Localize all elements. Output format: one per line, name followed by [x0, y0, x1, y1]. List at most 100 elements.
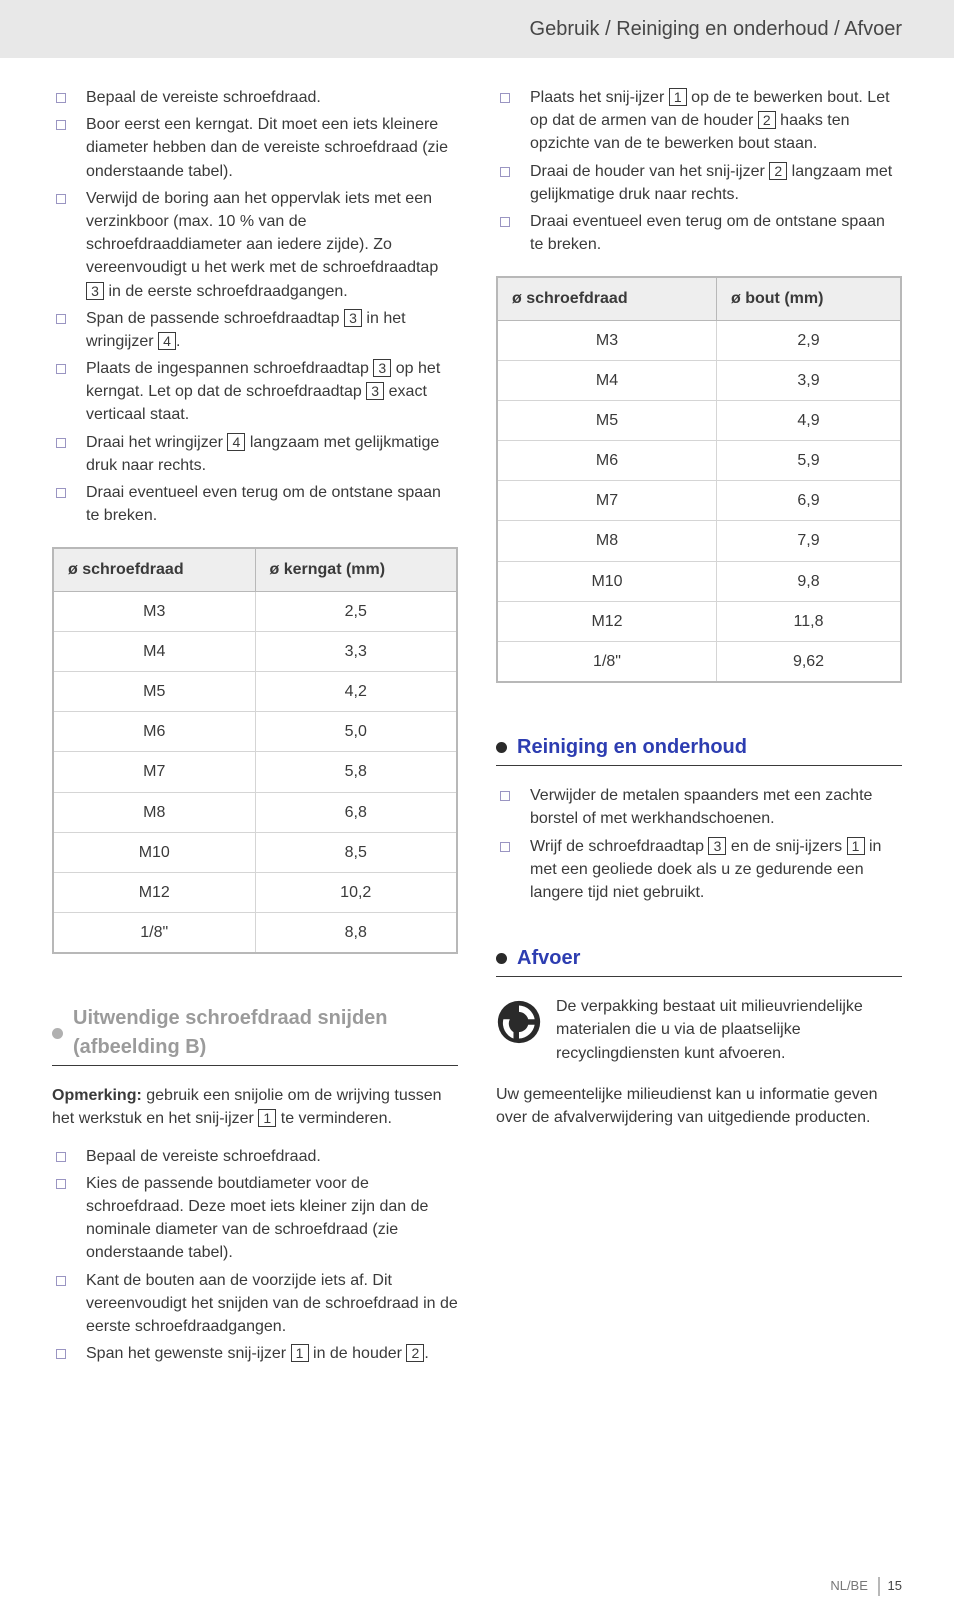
table-cell: M6	[497, 441, 717, 481]
table-cell: 6,8	[255, 792, 457, 832]
text: .	[424, 1345, 428, 1362]
note-paragraph: Opmerking: gebruik een snijolie om de wr…	[52, 1084, 458, 1130]
instruction-list-left-2: Bepaal de vereiste schroefdraad. Kies de…	[52, 1145, 458, 1366]
list-item: Bepaal de vereiste schroefdraad.	[52, 86, 458, 109]
table-cell: 9,62	[717, 642, 901, 683]
ref-1: 1	[258, 1109, 276, 1127]
text: Draai eventueel even terug om de ontstan…	[86, 484, 441, 524]
afvoer-paragraph: Uw gemeentelijke milieudienst kan u info…	[496, 1083, 902, 1129]
table-row: M87,9	[497, 521, 901, 561]
text: Verwijder de metalen spaanders met een z…	[530, 787, 872, 827]
instruction-list-left-1: Bepaal de vereiste schroefdraad. Boor ee…	[52, 86, 458, 527]
list-item: Wrijf de schroefdraadtap 3 en de snij-ij…	[496, 835, 902, 905]
table-cell: M3	[497, 320, 717, 360]
ref-1: 1	[669, 88, 687, 106]
table-cell: 4,9	[717, 400, 901, 440]
header-text: Gebruik / Reiniging en onderhoud / Afvoe…	[530, 15, 902, 44]
table-header: ø kerngat (mm)	[255, 548, 457, 591]
table-row: 1/8"9,62	[497, 642, 901, 683]
text: Kies de passende boutdiameter voor de sc…	[86, 1175, 428, 1262]
ref-3: 3	[366, 382, 384, 400]
table-cell: M4	[497, 360, 717, 400]
table-row: M65,0	[53, 712, 457, 752]
list-item: Draai eventueel even terug om de ontstan…	[496, 210, 902, 256]
list-item: Verwijder de metalen spaanders met een z…	[496, 784, 902, 830]
table-row: M86,8	[53, 792, 457, 832]
table-cell: M12	[497, 601, 717, 641]
table-cell: 5,0	[255, 712, 457, 752]
text: Span het gewenste snij-ijzer	[86, 1345, 291, 1362]
list-item: Span het gewenste snij-ijzer 1 in de hou…	[52, 1342, 458, 1365]
page-footer: NL/BE 15	[830, 1577, 902, 1596]
list-item: Plaats de ingespannen schroefdraadtap 3 …	[52, 357, 458, 427]
section-reiniging: Reiniging en onderhoud	[496, 733, 902, 766]
ref-4: 4	[158, 332, 176, 350]
table-header: ø schroefdraad	[497, 277, 717, 320]
section-title: Uitwendige schroefdraad snijden (afbeeld…	[73, 1004, 458, 1062]
table-cell: 5,9	[717, 441, 901, 481]
text: Span de passende schroefdraadtap	[86, 310, 344, 327]
table-cell: M7	[53, 752, 255, 792]
table-row: M54,9	[497, 400, 901, 440]
table-cell: M4	[53, 631, 255, 671]
recycle-icon	[496, 999, 542, 1045]
text: in de eerste schroefdraadgangen.	[104, 283, 348, 300]
text: Wrijf de schroefdraadtap	[530, 838, 708, 855]
text: Kant de bouten aan de voorzijde iets af.…	[86, 1272, 458, 1335]
list-item: Verwijd de boring aan het oppervlak iets…	[52, 187, 458, 303]
instruction-list-reiniging: Verwijder de metalen spaanders met een z…	[496, 784, 902, 904]
table-cell: M10	[53, 832, 255, 872]
table-cell: M8	[497, 521, 717, 561]
table-cell: 9,8	[717, 561, 901, 601]
table-cell: M7	[497, 481, 717, 521]
table-cell: 7,9	[717, 521, 901, 561]
bout-table: ø schroefdraad ø bout (mm) M32,9M43,9M54…	[496, 276, 902, 683]
text: in de houder	[309, 1345, 407, 1362]
text: en de snij-ijzers	[726, 838, 846, 855]
list-item: Kant de bouten aan de voorzijde iets af.…	[52, 1269, 458, 1339]
text: Bepaal de vereiste schroefdraad.	[86, 89, 321, 106]
table-cell: 6,9	[717, 481, 901, 521]
table-cell: 10,2	[255, 872, 457, 912]
ref-3: 3	[86, 282, 104, 300]
ref-3: 3	[708, 837, 726, 855]
text: Bepaal de vereiste schroefdraad.	[86, 1148, 321, 1165]
table-cell: 5,8	[255, 752, 457, 792]
text: Plaats het snij-ijzer	[530, 89, 669, 106]
table-row: M54,2	[53, 671, 457, 711]
table-cell: M3	[53, 591, 255, 631]
list-item: Plaats het snij-ijzer 1 op de te bewerke…	[496, 86, 902, 156]
table-row: M32,9	[497, 320, 901, 360]
text: Draai het wringijzer	[86, 434, 227, 451]
table-row: M43,9	[497, 360, 901, 400]
text: Plaats de ingespannen schroefdraadtap	[86, 360, 373, 377]
kerngat-table: ø schroefdraad ø kerngat (mm) M32,5M43,3…	[52, 547, 458, 954]
table-row: M76,9	[497, 481, 901, 521]
table-row: M1210,2	[53, 872, 457, 912]
instruction-list-right-1: Plaats het snij-ijzer 1 op de te bewerke…	[496, 86, 902, 256]
table-row: M65,9	[497, 441, 901, 481]
bout-tbody: M32,9M43,9M54,9M65,9M76,9M87,9M109,8M121…	[497, 320, 901, 682]
note-lead: Opmerking:	[52, 1087, 142, 1104]
text: Draai eventueel even terug om de ontstan…	[530, 213, 885, 253]
ref-1: 1	[847, 837, 865, 855]
table-cell: 8,8	[255, 913, 457, 954]
table-row: M75,8	[53, 752, 457, 792]
bullet-icon	[496, 953, 507, 964]
table-row: M43,3	[53, 631, 457, 671]
table-cell: 2,5	[255, 591, 457, 631]
table-row: 1/8"8,8	[53, 913, 457, 954]
table-cell: 11,8	[717, 601, 901, 641]
recycle-block: De verpakking bestaat uit milieuvriendel…	[496, 995, 902, 1065]
ref-2: 2	[406, 1344, 424, 1362]
table-header: ø bout (mm)	[717, 277, 901, 320]
ref-3: 3	[344, 309, 362, 327]
page-header: Gebruik / Reiniging en onderhoud / Afvoe…	[0, 0, 954, 58]
bullet-icon	[52, 1028, 63, 1039]
text: Boor eerst een kerngat. Dit moet een iet…	[86, 116, 448, 179]
section-title: Reiniging en onderhoud	[517, 733, 747, 762]
ref-2: 2	[758, 111, 776, 129]
text: te verminderen.	[276, 1110, 392, 1127]
table-cell: M8	[53, 792, 255, 832]
table-cell: M6	[53, 712, 255, 752]
